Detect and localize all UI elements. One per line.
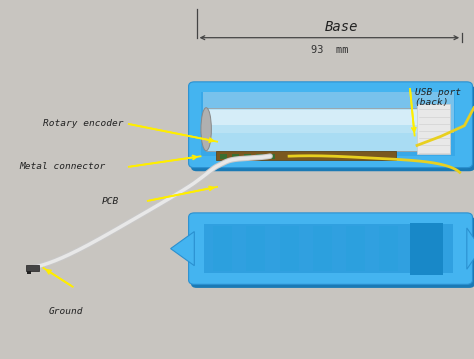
Bar — [206, 108, 419, 151]
Bar — [379, 226, 398, 271]
Bar — [313, 226, 332, 271]
Bar — [244, 154, 251, 159]
Bar — [417, 104, 450, 154]
Bar — [203, 92, 454, 133]
Bar — [27, 271, 31, 274]
Text: Rotary encoder: Rotary encoder — [43, 119, 123, 129]
Bar — [220, 154, 228, 159]
Bar — [256, 154, 263, 159]
Polygon shape — [171, 232, 194, 266]
FancyBboxPatch shape — [189, 82, 473, 168]
Bar — [201, 92, 455, 156]
Ellipse shape — [201, 108, 211, 151]
Bar — [213, 226, 232, 271]
Bar — [206, 110, 419, 125]
Text: 93  mm: 93 mm — [310, 45, 348, 55]
Text: PCB: PCB — [102, 196, 119, 206]
FancyBboxPatch shape — [191, 85, 474, 171]
Text: Ground: Ground — [49, 307, 83, 316]
Bar — [204, 224, 453, 273]
FancyBboxPatch shape — [191, 216, 474, 288]
Bar — [346, 226, 365, 271]
Text: USB port
(back): USB port (back) — [415, 88, 461, 107]
Bar — [246, 226, 265, 271]
Bar — [26, 265, 39, 271]
Bar — [410, 223, 443, 275]
Text: Base: Base — [325, 20, 358, 34]
Text: Metal connector: Metal connector — [19, 162, 105, 172]
Polygon shape — [467, 228, 474, 269]
Bar — [268, 154, 275, 159]
Bar — [280, 226, 299, 271]
Bar — [232, 154, 239, 159]
Bar — [216, 151, 396, 160]
FancyBboxPatch shape — [189, 213, 473, 284]
